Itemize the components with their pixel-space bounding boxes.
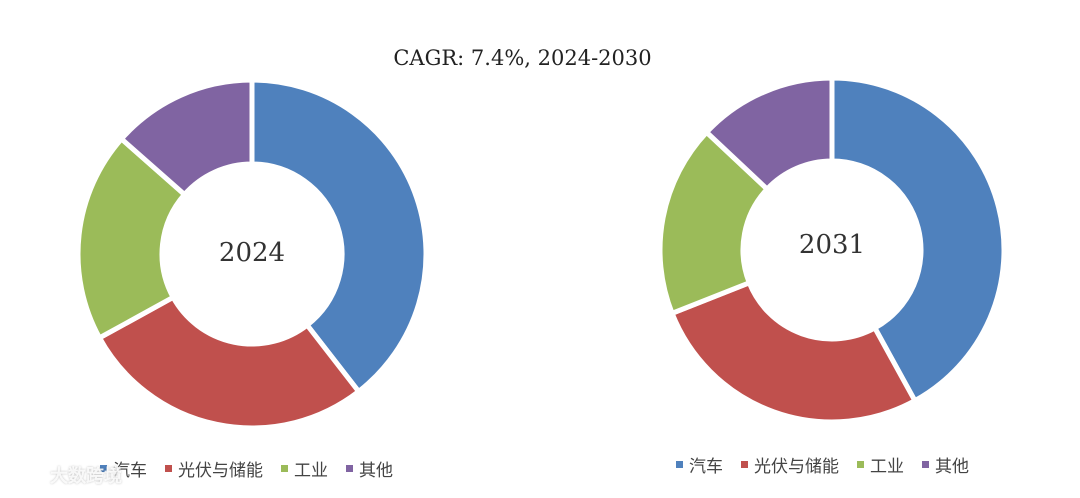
legend-label: 工业 <box>294 461 328 481</box>
slice-pv-storage-2024 <box>97 294 362 431</box>
slice-industrial-2031 <box>657 129 770 316</box>
slice-pv-storage-2031 <box>669 280 918 425</box>
legend-item-pv-storage: 光伏与储能 <box>165 456 263 481</box>
legend-swatch <box>100 465 107 472</box>
legend-item-auto: 汽车 <box>676 452 723 477</box>
legend-item-other: 其他 <box>922 452 969 477</box>
legend-2031: 汽车 光伏与储能 工业 其他 <box>676 452 987 477</box>
legend-swatch <box>922 461 929 468</box>
slice-auto-2024 <box>249 77 429 394</box>
legend-label: 光伏与储能 <box>178 461 263 481</box>
legend-swatch <box>165 465 172 472</box>
slice-auto-2031 <box>829 75 1007 404</box>
legend-swatch <box>741 461 748 468</box>
watermark: 大数跨境 <box>6 462 122 488</box>
watermark-text: 大数跨境 <box>50 466 122 487</box>
center-label-2024: 2024 <box>219 238 285 268</box>
watermark-logo-icon <box>7 468 40 484</box>
slice-other-2031 <box>704 75 835 192</box>
legend-label: 汽车 <box>113 461 147 481</box>
legend-item-pv-storage: 光伏与储能 <box>741 452 839 477</box>
legend-label: 其他 <box>359 461 393 481</box>
slice-industrial-2024 <box>75 136 187 341</box>
donut-chart-2031: 2031 <box>657 75 1007 425</box>
legend-item-industrial: 工业 <box>281 456 328 481</box>
chart-title: CAGR: 7.4%, 2024-2030 <box>393 46 652 70</box>
legend-label: 光伏与储能 <box>754 457 839 477</box>
slice-other-2024 <box>118 77 255 197</box>
legend-label: 工业 <box>870 457 904 477</box>
legend-label: 汽车 <box>689 457 723 477</box>
center-label-2031: 2031 <box>799 230 865 260</box>
legend-swatch <box>857 461 864 468</box>
legend-item-other: 其他 <box>346 456 393 481</box>
legend-swatch <box>281 465 288 472</box>
legend-label: 其他 <box>935 457 969 477</box>
donut-chart-2024: 2024 <box>75 77 429 431</box>
legend-item-auto: 汽车 <box>100 456 147 481</box>
legend-2024: 汽车 光伏与储能 工业 其他 <box>100 456 411 481</box>
legend-item-industrial: 工业 <box>857 452 904 477</box>
legend-swatch <box>346 465 353 472</box>
legend-swatch <box>676 461 683 468</box>
